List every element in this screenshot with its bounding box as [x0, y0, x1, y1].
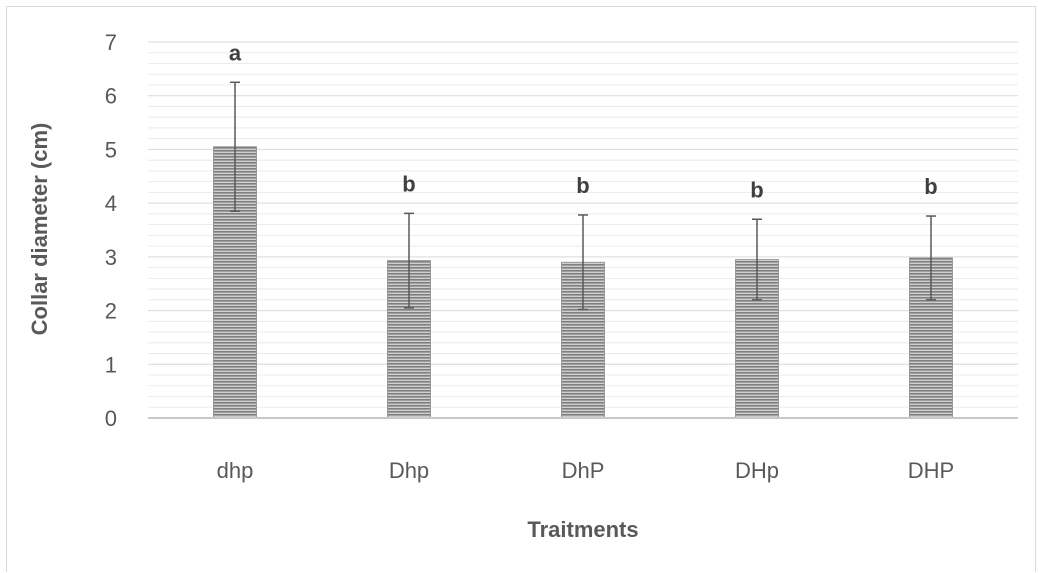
y-tick-label: 0 — [105, 406, 117, 431]
error-bars — [230, 81, 936, 311]
x-axis-title: Traitments — [527, 517, 638, 542]
y-tick-label: 3 — [105, 245, 117, 270]
significance-label-DhP: b — [576, 173, 589, 198]
y-axis-title: Collar diameter (cm) — [27, 123, 52, 336]
y-tick-label: 5 — [105, 137, 117, 162]
labels: 0 1 2 3 4 5 6 7 a dhp b Dhp b DhP b DHp b DHP — [105, 30, 954, 483]
x-tick-label-DHP: DHP — [908, 458, 954, 483]
x-tick-label-DHp: DHp — [735, 458, 779, 483]
significance-label-DHP: b — [924, 174, 937, 199]
significance-label-Dhp: b — [402, 171, 415, 196]
significance-label-DHp: b — [750, 177, 763, 202]
x-tick-label-Dhp: Dhp — [389, 458, 429, 483]
y-tick-label: 1 — [105, 352, 117, 377]
y-tick-label: 4 — [105, 191, 117, 216]
y-tick-label: 7 — [105, 30, 117, 55]
y-tick-label: 2 — [105, 299, 117, 324]
x-tick-label-DhP: DhP — [562, 458, 605, 483]
y-tick-label: 6 — [105, 84, 117, 109]
significance-label-dhp: a — [229, 40, 242, 65]
x-tick-label-dhp: dhp — [217, 458, 254, 483]
